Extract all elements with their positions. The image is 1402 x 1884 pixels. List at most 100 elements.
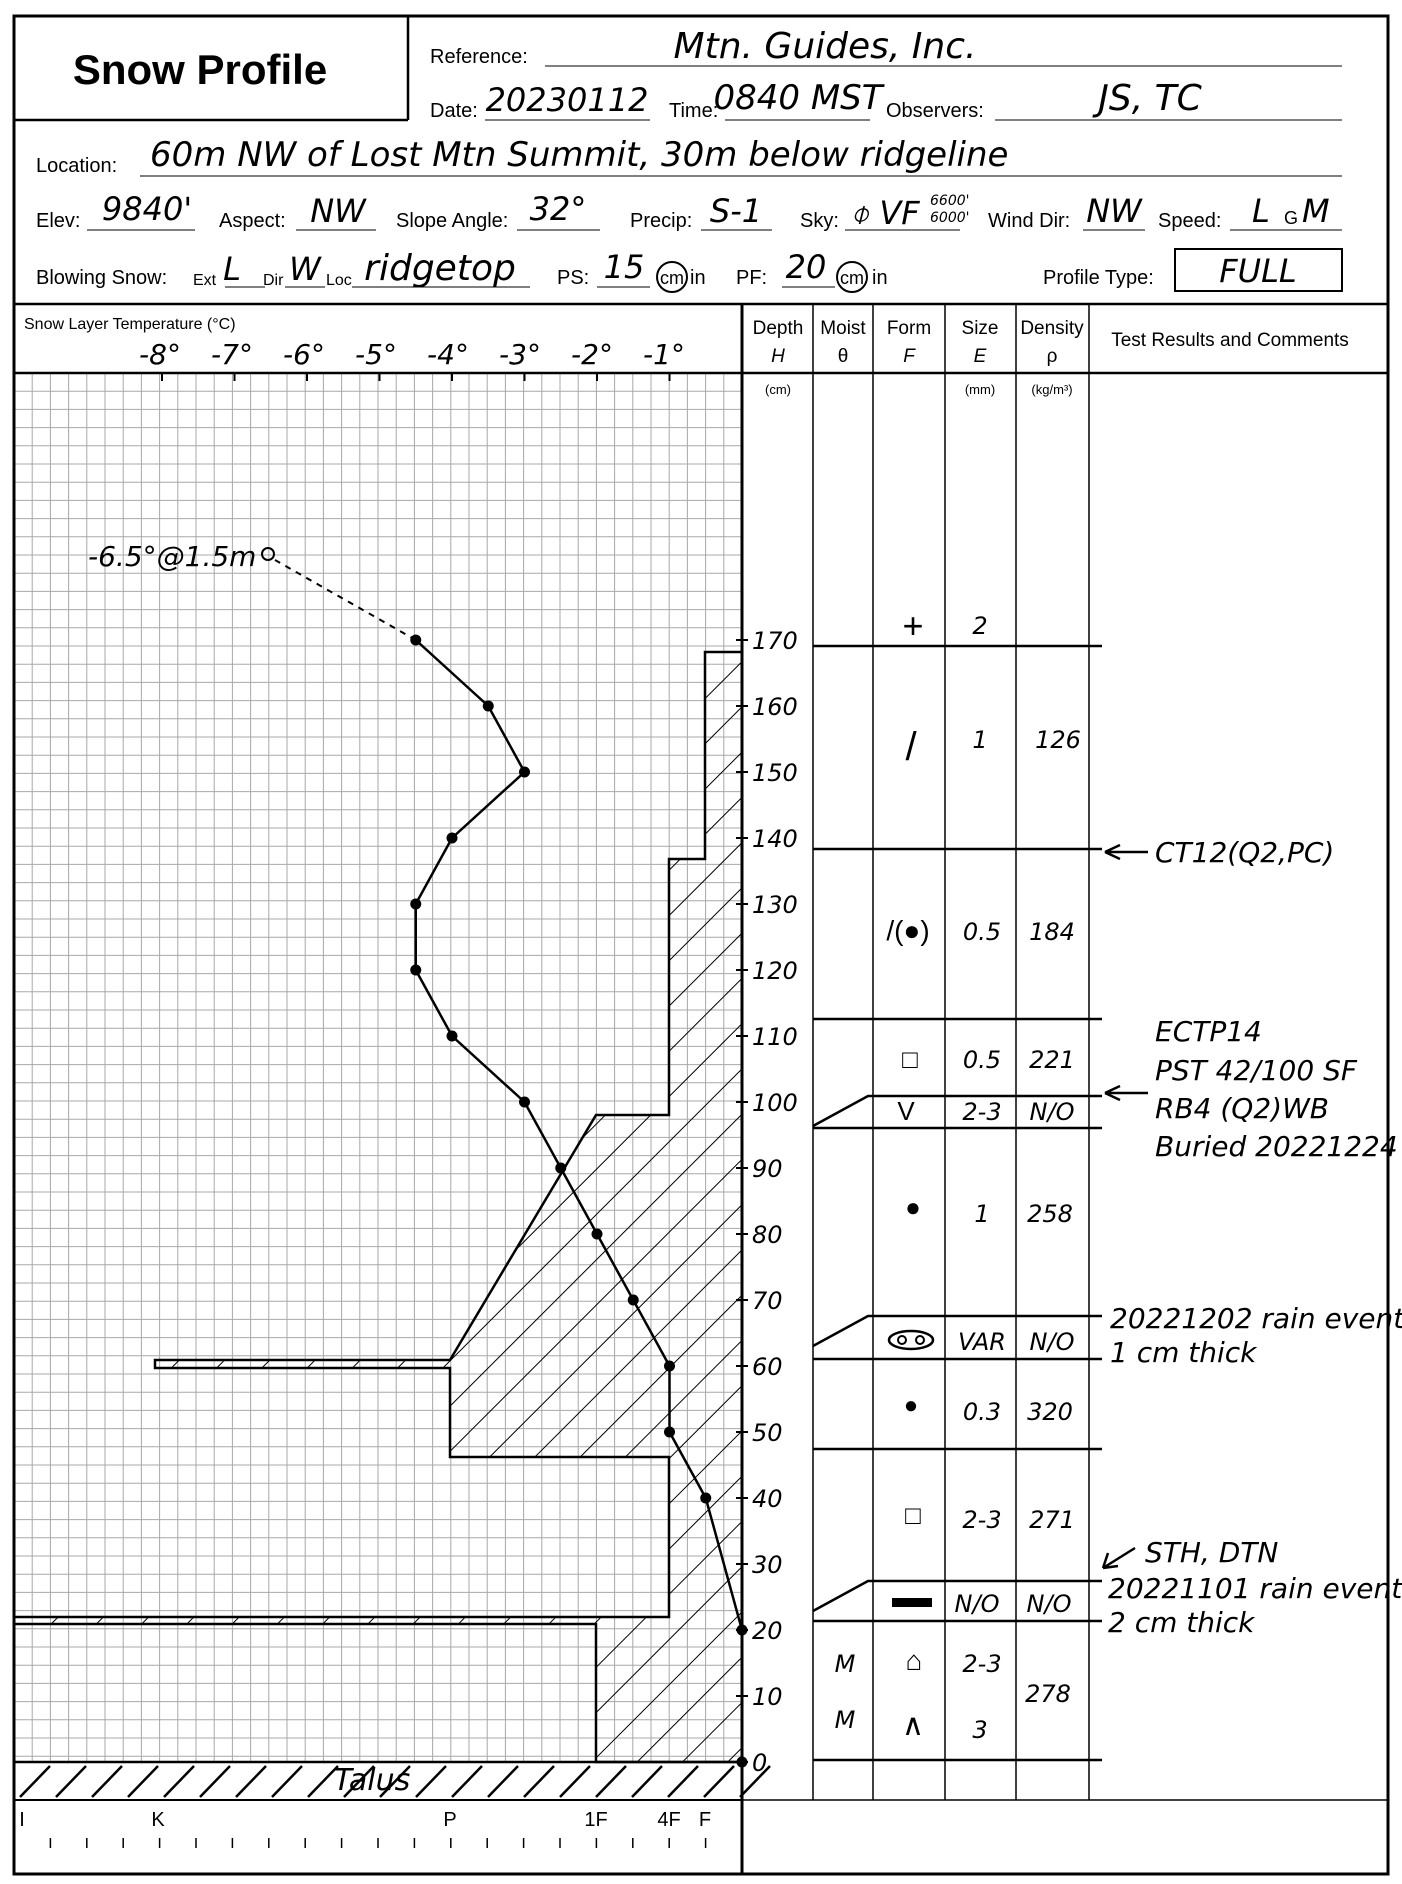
speed-value-l: L xyxy=(1252,192,1270,230)
talus-stroke xyxy=(343,1765,375,1798)
location-label: Location: xyxy=(36,155,117,177)
layer-form-icon xyxy=(892,1598,932,1607)
blowing-ext-label: Ext xyxy=(193,272,217,289)
temp-tick-label: -2° xyxy=(571,338,613,371)
density-symbol: ρ xyxy=(1047,346,1058,367)
talus-stroke xyxy=(703,1765,735,1798)
speed-value-g: G xyxy=(1284,208,1298,228)
elev-label: Elev: xyxy=(36,210,80,232)
temperature-point xyxy=(446,1030,458,1042)
layer-density: N/O xyxy=(1027,1590,1072,1618)
moist-header: Moist xyxy=(820,318,866,339)
layer-form: □ xyxy=(902,1044,918,1074)
comments-header: Test Results and Comments xyxy=(1111,330,1349,351)
temperature-tick-labels: -8° -7° -6° -5° -4° -3° -2° -1° xyxy=(139,338,685,371)
temperature-point xyxy=(410,898,422,910)
talus-stroke xyxy=(523,1765,555,1798)
talus-stroke xyxy=(19,1765,51,1798)
temperature-profile xyxy=(274,559,748,1768)
temp-tick-label: -3° xyxy=(499,338,541,371)
elev-value: 9840' xyxy=(102,190,192,228)
layer-size: 0.5 xyxy=(963,918,1001,946)
layer-form: ● xyxy=(905,1192,921,1222)
temp-tick-label: -6° xyxy=(283,338,325,371)
layer-size: N/O xyxy=(955,1590,1000,1618)
size-unit: (mm) xyxy=(965,382,995,397)
temp-chart-title: Snow Layer Temperature (°C) xyxy=(24,316,236,333)
air-temperature-marker xyxy=(261,547,275,561)
comment-rb: RB4 (Q2)WB xyxy=(1155,1092,1329,1125)
depth-tick-label: 40 xyxy=(752,1485,783,1513)
comment-rain2-thickness: 2 cm thick xyxy=(1108,1606,1256,1639)
depth-tick-label: 0 xyxy=(752,1749,767,1777)
depth-tick-label: 60 xyxy=(752,1353,783,1381)
layer-form: + xyxy=(902,605,923,646)
sky-label: Sky: xyxy=(800,210,839,232)
temperature-point xyxy=(591,1228,603,1240)
ps-value: 15 xyxy=(604,248,645,286)
wind-dir-label: Wind Dir: xyxy=(988,210,1070,232)
depth-header: Depth xyxy=(753,318,804,339)
depth-tick-label: 90 xyxy=(752,1155,783,1183)
layer-moist: M xyxy=(835,1706,856,1734)
layer-form: / xyxy=(905,725,917,769)
sky-ceiling-bottom: 6000' xyxy=(930,210,969,226)
blowing-snow-label: Blowing Snow: xyxy=(36,267,167,289)
temp-tick-label: -7° xyxy=(211,338,253,371)
depth-tick-label: 120 xyxy=(752,957,798,985)
talus-stroke xyxy=(559,1765,591,1798)
depth-tick-label: 170 xyxy=(752,627,798,655)
depth-tick-label: 30 xyxy=(752,1551,783,1579)
layer-size: 3 xyxy=(972,1716,987,1744)
sky-value: ⌽ VF xyxy=(850,194,920,232)
layer-size: 1 xyxy=(974,1200,989,1228)
temperature-point xyxy=(519,1096,530,1108)
layer-boundaries xyxy=(812,644,1102,1762)
layer-size: 1 xyxy=(972,726,987,754)
temp-tick-label: -4° xyxy=(427,338,469,371)
talus-stroke xyxy=(307,1765,339,1798)
observers-value: JS, TC xyxy=(1092,78,1202,119)
talus-stroke xyxy=(415,1765,447,1798)
speed-label: Speed: xyxy=(1158,210,1221,232)
hardness-tick-label: I xyxy=(19,1809,25,1831)
blowing-dir-value: W xyxy=(289,250,322,288)
layer-density: 320 xyxy=(1027,1398,1073,1426)
layer-form: ∧ xyxy=(902,1709,924,1742)
talus-stroke xyxy=(199,1765,231,1798)
comment-pst: PST 42/100 SF xyxy=(1155,1054,1358,1087)
moist-symbol: θ xyxy=(838,346,849,367)
reference-label: Reference: xyxy=(430,46,528,68)
depth-unit: (cm) xyxy=(765,382,791,397)
form-title: Snow Profile xyxy=(73,46,327,93)
layer-size: 2 xyxy=(972,612,987,640)
layer-density: 221 xyxy=(1029,1046,1075,1074)
layer-form: V xyxy=(897,1096,915,1126)
profile-type-value: FULL xyxy=(1219,252,1296,290)
layer-size: VAR xyxy=(958,1328,1006,1356)
hardness-tick-label: 4F xyxy=(657,1809,680,1831)
talus-stroke xyxy=(631,1765,663,1798)
comment-rain2: 20221101 rain event xyxy=(1108,1572,1402,1605)
ground-label: Talus xyxy=(334,1763,411,1798)
layer-form-icon xyxy=(887,1329,935,1351)
time-value: 0840 MST xyxy=(713,78,884,118)
layer-size: 0.3 xyxy=(963,1398,1001,1426)
form-symbol: F xyxy=(903,346,916,367)
hardness-axis: I K P 1F 4F F xyxy=(19,1809,743,1848)
talus-stroke xyxy=(595,1765,627,1798)
depth-tick-label: 160 xyxy=(752,693,798,721)
talus-stroke xyxy=(487,1765,519,1798)
comments: CT12(Q2,PC) ECTP14 PST 42/100 SF RB4 (Q2… xyxy=(1101,836,1402,1639)
wind-dir-value: NW xyxy=(1086,192,1143,230)
location-value: 60m NW of Lost Mtn Summit, 30m below rid… xyxy=(150,135,1008,175)
blowing-loc-label: Loc xyxy=(326,272,352,289)
time-label: Time: xyxy=(669,100,718,122)
blowing-ext-value: L xyxy=(223,250,241,288)
hardness-tick-label: K xyxy=(151,1809,165,1831)
comment-sth: STH, DTN xyxy=(1145,1536,1278,1569)
aspect-label: Aspect: xyxy=(219,210,286,232)
pf-in-unit: in xyxy=(872,267,888,289)
talus-stroke xyxy=(667,1765,699,1798)
pf-cm-unit: cm xyxy=(840,268,864,288)
